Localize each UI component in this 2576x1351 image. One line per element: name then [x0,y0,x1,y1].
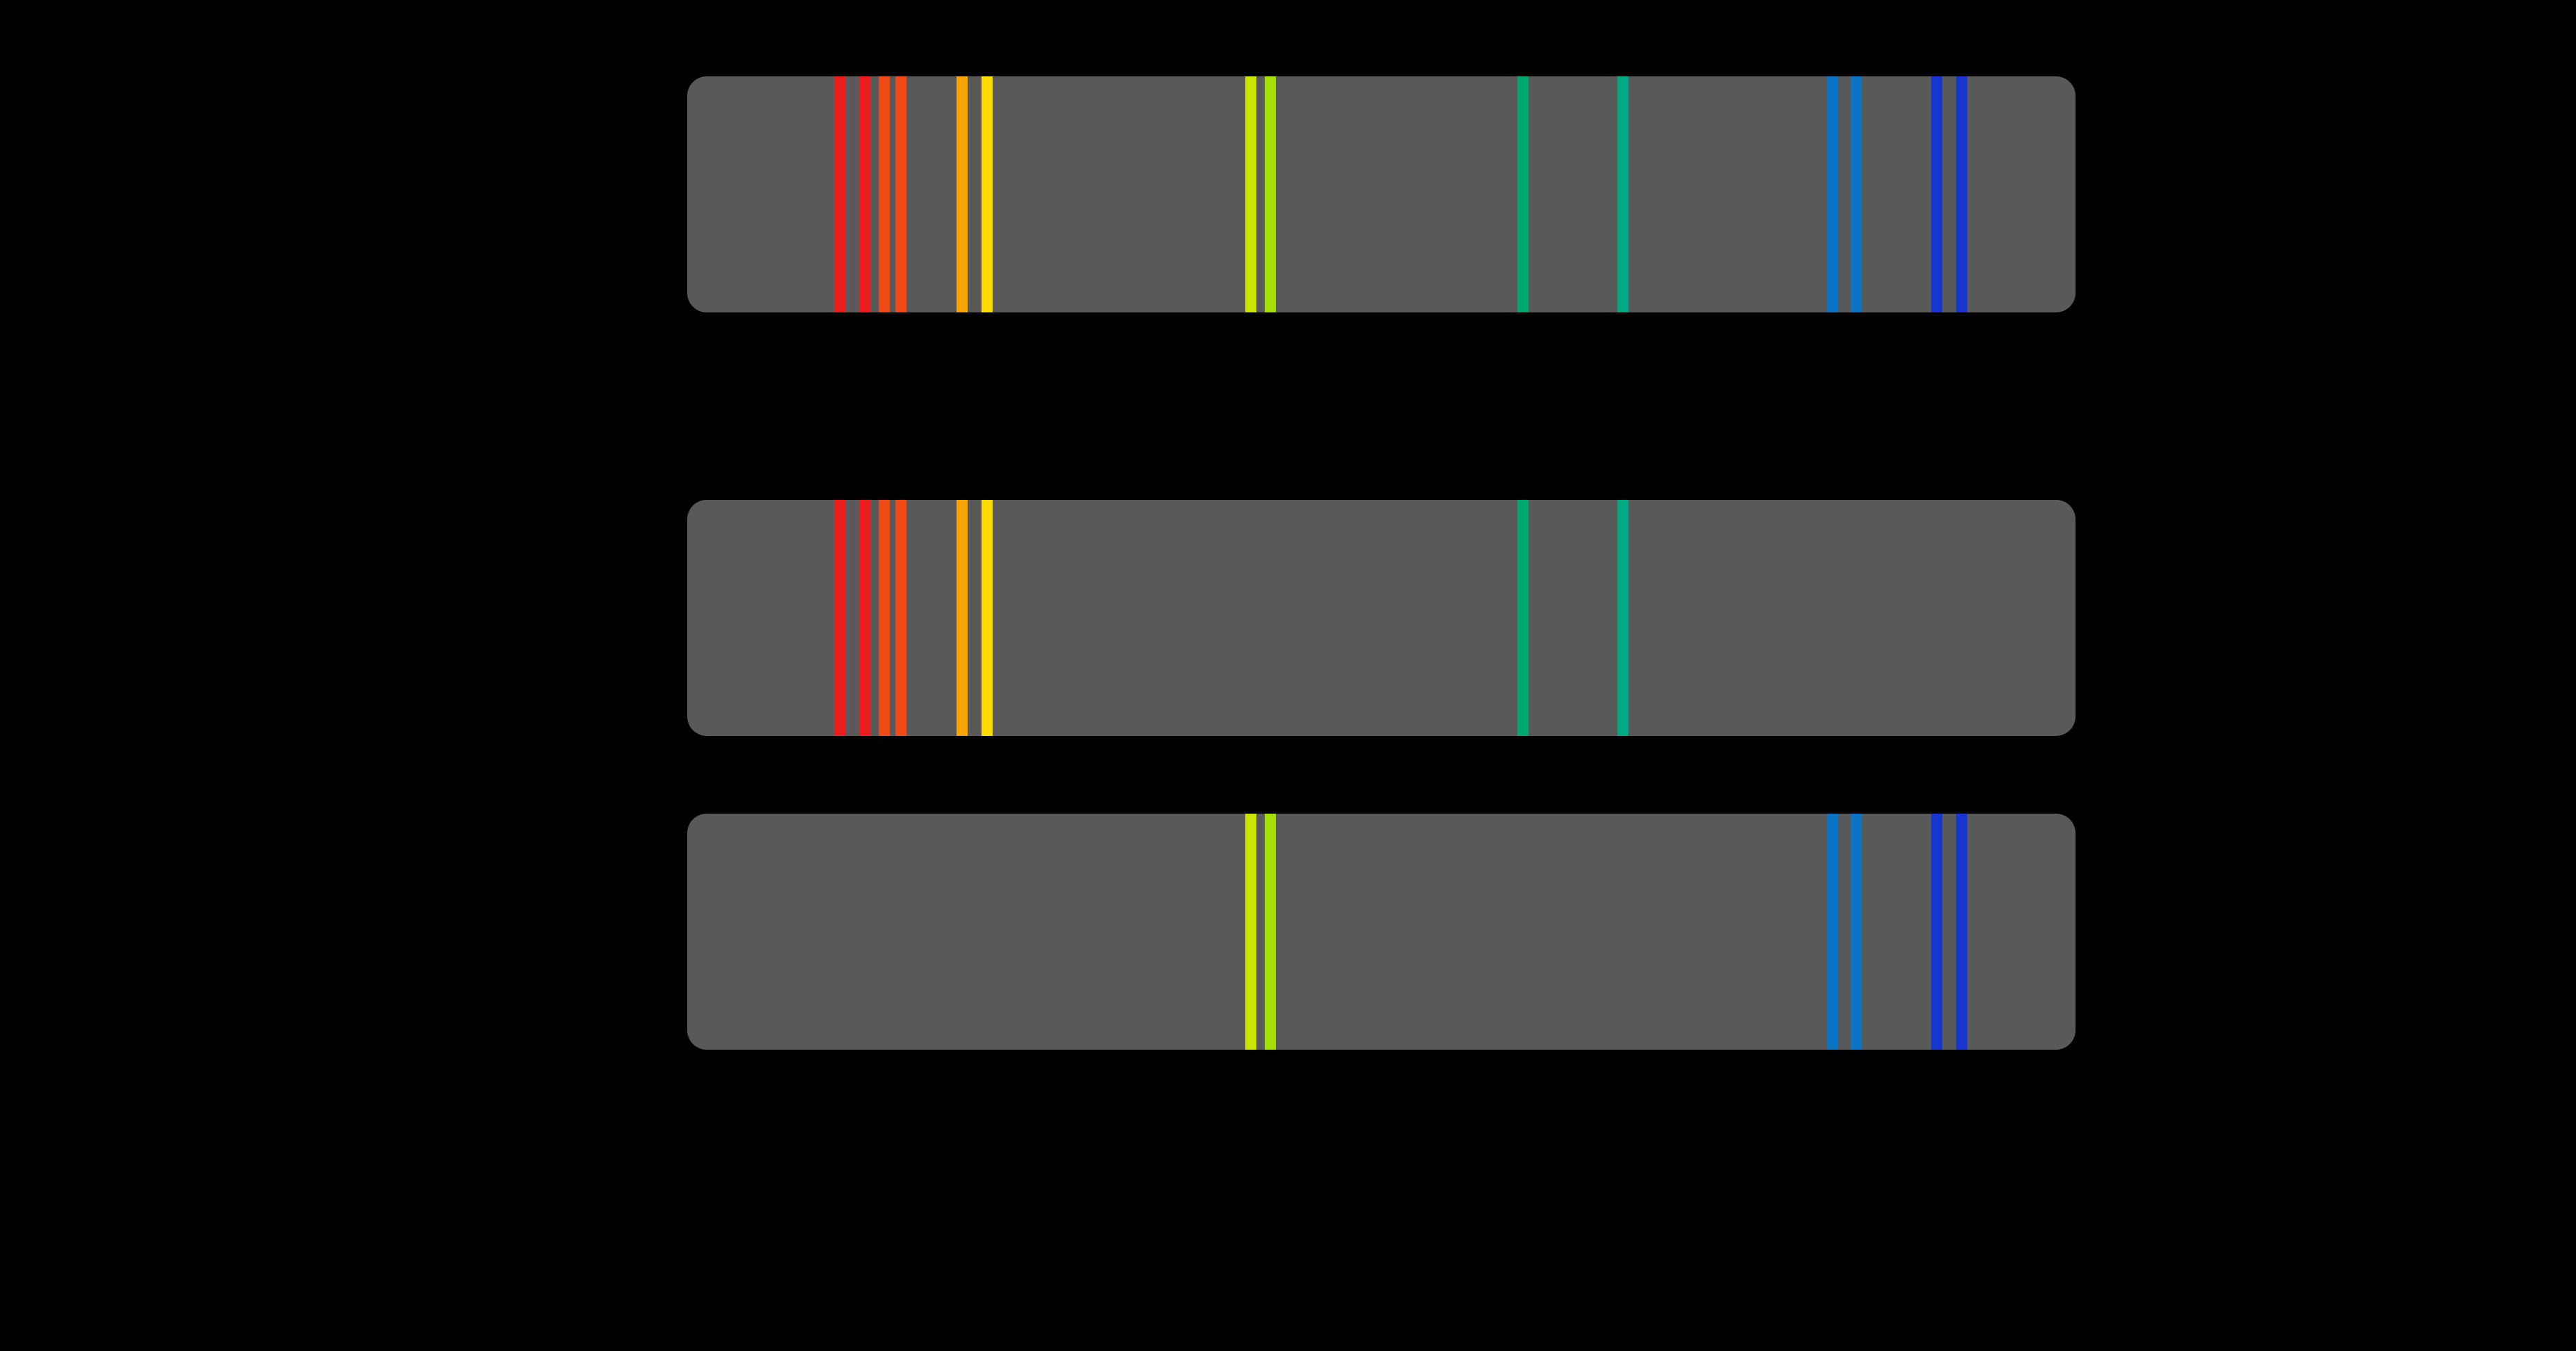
spectral-line [1956,76,1967,312]
spectral-line [957,500,968,736]
spectral-line [1931,814,1942,1050]
spectral-line [879,76,890,312]
spectral-line [1851,76,1862,312]
spectral-line [982,500,993,736]
spectrum-cool-bottom [687,814,2076,1050]
spectral-line [1851,814,1862,1050]
spectral-line [1617,500,1628,736]
spectral-line [859,500,870,736]
spectrum-mixed-top [687,76,2076,312]
spectral-line [1517,500,1529,736]
spectral-line [834,76,845,312]
spectral-line [957,76,968,312]
spectral-line [834,500,845,736]
spectral-line [1617,76,1628,312]
spectral-line [982,76,993,312]
spectral-line [1245,76,1256,312]
spectral-line [1956,814,1967,1050]
spectral-line [1517,76,1529,312]
spectral-line [1265,814,1276,1050]
spectral-line [1931,76,1942,312]
spectral-line [1827,814,1838,1050]
spectral-line [1265,76,1276,312]
spectral-line [859,76,870,312]
spectrum-warm-middle [687,500,2076,736]
spectral-line [879,500,890,736]
spectrum-panel-background [687,814,2076,1050]
spectrum-diagram [0,0,2576,1351]
spectral-line [895,76,907,312]
spectral-line [895,500,907,736]
spectral-line [1827,76,1838,312]
spectral-line [1245,814,1256,1050]
